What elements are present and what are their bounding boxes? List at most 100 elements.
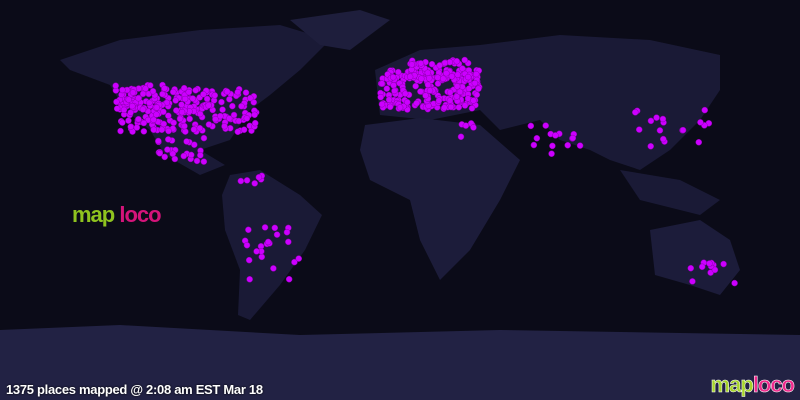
place-marker[interactable] <box>426 87 434 94</box>
place-marker[interactable] <box>159 90 166 98</box>
place-marker[interactable] <box>119 119 126 126</box>
place-marker[interactable] <box>246 276 253 283</box>
place-marker[interactable] <box>221 122 228 130</box>
place-marker[interactable] <box>149 88 157 95</box>
place-marker[interactable] <box>404 98 411 106</box>
place-marker[interactable] <box>706 260 713 267</box>
place-marker[interactable] <box>146 99 153 107</box>
place-marker[interactable] <box>270 265 277 272</box>
place-marker[interactable] <box>203 95 211 103</box>
place-marker[interactable] <box>383 85 391 92</box>
place-marker[interactable] <box>189 95 196 102</box>
place-marker[interactable] <box>153 104 161 111</box>
place-marker[interactable] <box>238 102 245 110</box>
place-marker[interactable] <box>417 88 424 95</box>
place-marker[interactable] <box>462 122 470 129</box>
place-marker[interactable] <box>418 75 425 82</box>
place-marker[interactable] <box>258 253 266 261</box>
place-marker[interactable] <box>196 110 204 118</box>
place-marker[interactable] <box>687 264 695 272</box>
place-marker[interactable] <box>378 80 386 87</box>
place-marker[interactable] <box>185 88 193 96</box>
place-marker[interactable] <box>178 101 185 108</box>
place-marker[interactable] <box>186 115 193 123</box>
place-marker[interactable] <box>133 124 141 131</box>
place-marker[interactable] <box>182 128 189 135</box>
place-marker[interactable] <box>695 139 703 146</box>
place-marker[interactable] <box>475 85 482 92</box>
place-marker[interactable] <box>200 158 208 165</box>
place-marker[interactable] <box>212 115 219 123</box>
place-marker[interactable] <box>447 103 455 111</box>
place-marker[interactable] <box>295 255 302 262</box>
place-marker[interactable] <box>434 74 441 81</box>
place-marker[interactable] <box>470 124 477 131</box>
place-marker[interactable] <box>273 231 281 238</box>
place-marker[interactable] <box>552 132 559 139</box>
place-marker[interactable] <box>153 111 160 118</box>
place-marker[interactable] <box>468 105 476 112</box>
place-marker[interactable] <box>192 87 199 94</box>
place-marker[interactable] <box>171 155 179 163</box>
place-marker[interactable] <box>129 102 136 110</box>
place-marker[interactable] <box>178 108 186 116</box>
place-marker[interactable] <box>428 60 436 68</box>
place-marker[interactable] <box>200 91 207 98</box>
place-marker[interactable] <box>217 112 224 120</box>
place-marker[interactable] <box>251 111 258 119</box>
place-marker[interactable] <box>464 73 472 81</box>
place-marker[interactable] <box>243 241 251 249</box>
place-marker[interactable] <box>456 88 464 96</box>
place-marker[interactable] <box>117 127 124 135</box>
place-marker[interactable] <box>245 256 253 264</box>
place-marker[interactable] <box>472 70 480 78</box>
place-marker[interactable] <box>564 141 571 149</box>
place-marker[interactable] <box>417 60 425 67</box>
place-marker[interactable] <box>172 97 179 104</box>
place-marker[interactable] <box>527 122 535 130</box>
place-marker[interactable] <box>424 69 432 77</box>
place-marker[interactable] <box>112 82 119 89</box>
place-marker[interactable] <box>169 88 177 96</box>
place-marker[interactable] <box>193 157 201 165</box>
place-marker[interactable] <box>548 150 555 157</box>
place-marker[interactable] <box>181 122 188 130</box>
place-marker[interactable] <box>378 100 386 108</box>
place-marker[interactable] <box>459 65 466 72</box>
place-marker[interactable] <box>160 108 167 116</box>
place-marker[interactable] <box>264 238 272 246</box>
place-marker[interactable] <box>120 106 128 114</box>
place-marker[interactable] <box>647 143 654 150</box>
place-marker[interactable] <box>234 128 242 136</box>
place-marker[interactable] <box>140 128 148 135</box>
maploco-logo[interactable]: maploco <box>710 372 795 398</box>
place-marker[interactable] <box>250 99 257 106</box>
place-marker[interactable] <box>135 115 142 123</box>
place-marker[interactable] <box>146 82 154 89</box>
place-marker[interactable] <box>170 119 177 127</box>
place-marker[interactable] <box>659 115 667 123</box>
place-marker[interactable] <box>165 127 172 135</box>
place-marker[interactable] <box>150 126 157 133</box>
place-marker[interactable] <box>150 116 157 124</box>
place-marker[interactable] <box>461 102 469 109</box>
place-marker[interactable] <box>549 142 556 150</box>
place-marker[interactable] <box>408 61 416 68</box>
place-marker[interactable] <box>245 226 252 234</box>
place-marker[interactable] <box>125 96 133 103</box>
place-marker[interactable] <box>113 98 120 106</box>
place-marker[interactable] <box>441 104 448 111</box>
place-marker[interactable] <box>156 150 164 157</box>
place-marker[interactable] <box>158 126 166 134</box>
place-marker[interactable] <box>251 119 259 127</box>
place-marker[interactable] <box>261 224 269 231</box>
place-marker[interactable] <box>173 107 180 114</box>
place-marker[interactable] <box>140 119 148 127</box>
place-marker[interactable] <box>253 248 260 255</box>
place-marker[interactable] <box>200 134 208 142</box>
place-marker[interactable] <box>285 238 292 246</box>
place-marker[interactable] <box>396 104 404 111</box>
place-marker[interactable] <box>389 73 397 81</box>
place-marker[interactable] <box>211 92 219 99</box>
place-marker[interactable] <box>225 115 233 122</box>
